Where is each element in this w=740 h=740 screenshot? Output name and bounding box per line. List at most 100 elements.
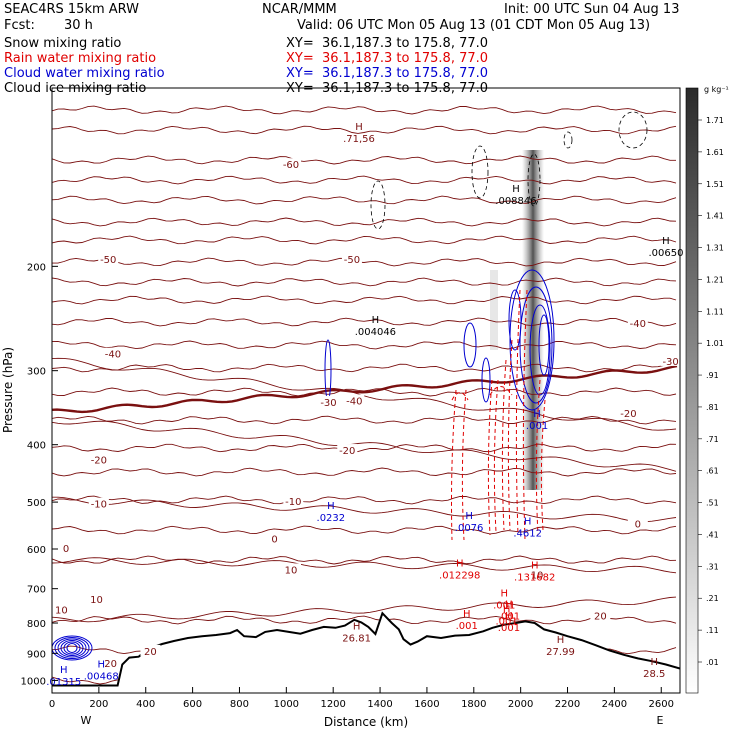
- y-tick-label: 600: [27, 545, 46, 556]
- extremum-marker: H: [372, 315, 380, 326]
- extremum-marker: H: [557, 635, 565, 646]
- x-tick-label: 600: [183, 699, 202, 710]
- isotherm: [52, 257, 677, 267]
- extremum-marker: H: [533, 409, 541, 420]
- x-tick-label: 2400: [602, 699, 627, 710]
- field-name-cloud-water: Cloud water mixing ratio: [4, 66, 165, 81]
- isotherm: [52, 420, 677, 472]
- cloud-water-contour: [54, 637, 90, 659]
- x-axis-right-label: E: [657, 714, 664, 727]
- cloud-water-contour: [66, 643, 78, 653]
- rain-contour: [451, 389, 457, 541]
- extremum-marker: H: [524, 517, 532, 528]
- field-name-rain: Rain water mixing ratio: [4, 51, 157, 66]
- isotherm-label-bg: [527, 568, 548, 580]
- isotherm: [52, 340, 677, 350]
- colorbar-label: 1.31: [706, 244, 724, 253]
- extremum-marker: H: [327, 501, 335, 512]
- isotherm-label: -40: [630, 319, 646, 330]
- colorbar-label: .91: [706, 371, 719, 380]
- isotherm-label-bg: [281, 158, 302, 170]
- colorbar-label: .71: [706, 435, 719, 444]
- cloud-water-contour: [509, 269, 555, 411]
- extremum-value: .4612: [513, 529, 542, 540]
- isotherm: [52, 217, 677, 227]
- isotherm-label-bg: [88, 497, 109, 509]
- isotherm-label-bg: [590, 609, 611, 621]
- isotherm-label: 10: [531, 570, 544, 581]
- colorbar-label: 1.71: [706, 116, 724, 125]
- extremum-value: .00650: [648, 248, 683, 259]
- isotherm: [52, 615, 677, 625]
- extremum-value: .004046: [355, 327, 396, 338]
- isotherm: [52, 387, 677, 397]
- isotherm: [52, 175, 677, 185]
- isotherm-label: -20: [339, 446, 355, 457]
- colorbar-label: 1.21: [706, 275, 724, 284]
- snow-shaft-faint: [490, 270, 498, 350]
- isotherm: [52, 467, 677, 477]
- isotherm-label-bg: [98, 252, 119, 264]
- extremum-value: .0076: [455, 523, 484, 534]
- rain-contour: [501, 359, 507, 531]
- isotherm-label: -10: [91, 500, 107, 511]
- cloud-water-contour: [60, 640, 84, 656]
- isotherm-label: 0: [271, 534, 277, 545]
- ice-contour: [618, 111, 648, 149]
- isotherm: [52, 596, 677, 623]
- colorbar-label: .21: [706, 594, 719, 603]
- isotherm-label: -40: [105, 350, 121, 361]
- y-tick-label: 300: [27, 367, 46, 378]
- isotherm-label: -60: [283, 160, 299, 171]
- isotherm: [52, 277, 677, 287]
- extremum-marker: H: [463, 609, 471, 620]
- colorbar-label: 1.41: [706, 212, 724, 221]
- y-tick-label: 700: [27, 585, 46, 596]
- x-tick-label: 2000: [508, 699, 533, 710]
- isotherm-label: 10: [90, 595, 103, 606]
- extremum-marker: H: [503, 605, 511, 616]
- ice-contour: [471, 145, 489, 199]
- extremum-marker: H: [505, 611, 513, 622]
- extremum-marker: H: [465, 511, 473, 522]
- extremum-value: .0232: [317, 513, 346, 524]
- colorbar-label: .81: [706, 403, 719, 412]
- plot-frame: [51, 87, 681, 694]
- isotherm-label: -20: [620, 409, 636, 420]
- isotherm: [52, 125, 677, 135]
- isotherm-label: -30: [662, 357, 678, 368]
- isotherm-label: -20: [91, 455, 107, 466]
- extremum-value: .001: [456, 621, 478, 632]
- isotherm-label-bg: [51, 603, 72, 615]
- colorbar-label: .61: [706, 467, 719, 476]
- extremum-value: 28.5: [643, 669, 665, 680]
- x-tick-label: 800: [230, 699, 249, 710]
- extremum-value: .00468: [84, 672, 119, 683]
- y-tick-label: 800: [27, 619, 46, 630]
- colorbar-label: 1.51: [706, 180, 724, 189]
- extremum-marker: H: [60, 665, 68, 676]
- isotherm-label-bg: [56, 542, 77, 554]
- isotherm-label: -40: [346, 396, 362, 407]
- isotherm: [52, 525, 677, 535]
- isotherm-label-bg: [318, 395, 339, 407]
- extremum-marker: H: [512, 184, 520, 195]
- extremum-marker: H: [456, 558, 464, 569]
- cloud-water-contour: [519, 286, 553, 404]
- forecast-label: Fcst:: [4, 18, 35, 33]
- isotherm: [52, 155, 676, 165]
- isotherm: [52, 415, 677, 425]
- rain-contour: [451, 392, 469, 401]
- isotherm-label-bg: [88, 453, 109, 465]
- isotherm: [52, 495, 677, 505]
- extremum-value: .012298: [439, 570, 480, 581]
- x-tick-label: 0: [49, 699, 55, 710]
- isotherm-label: 20: [144, 647, 157, 658]
- rain-contour: [535, 379, 541, 536]
- isotherm-label: 0: [63, 544, 69, 555]
- field-xy-snow: XY= 36.1,187.3 to 175.8, 77.0: [286, 36, 489, 51]
- isotherm: [52, 235, 677, 245]
- colorbar-label: .41: [706, 530, 719, 539]
- isotherm-label-bg: [264, 532, 285, 544]
- colorbar: [685, 87, 699, 694]
